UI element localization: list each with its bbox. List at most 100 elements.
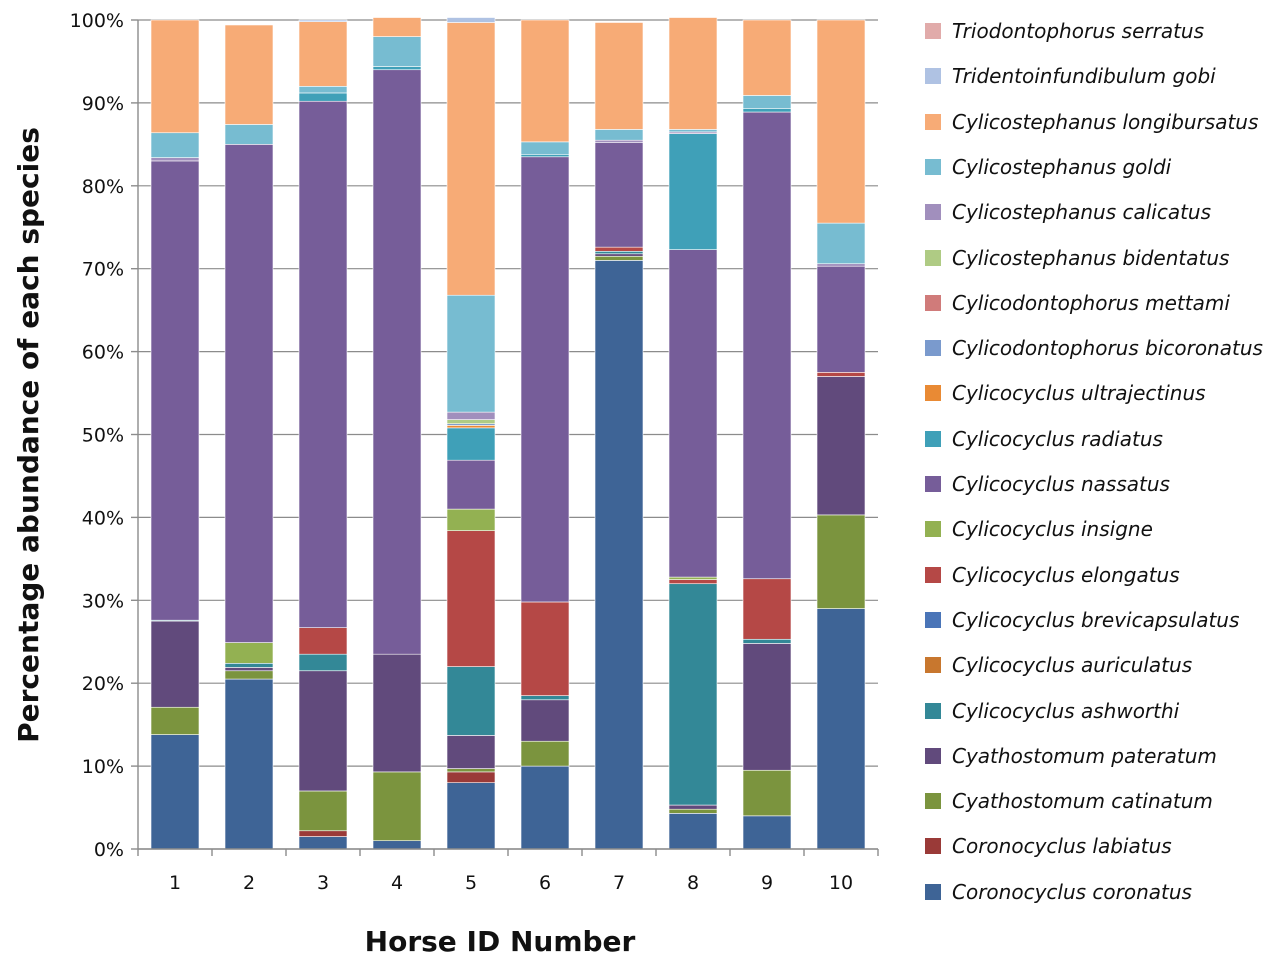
bar-segment <box>298 19 348 22</box>
bar-segment <box>372 36 422 67</box>
bar-segment <box>298 627 348 655</box>
bar-segment <box>372 840 422 850</box>
x-tick-label: 1 <box>169 872 181 894</box>
legend-label: Cylicostephanus longibursatus <box>952 109 1259 134</box>
bar-segment <box>520 740 570 767</box>
bar-segment <box>372 66 422 71</box>
y-tick-label: 90% <box>82 93 124 115</box>
bar-segment <box>372 17 422 37</box>
legend-swatch <box>925 23 941 39</box>
bar-segment <box>224 24 274 125</box>
bar-segment <box>594 139 644 143</box>
bar-segment <box>446 666 496 736</box>
legend-label: Cylicocyclus ultrajectinus <box>952 381 1206 406</box>
legend-label: Cylicocyclus brevicapsulatus <box>952 607 1240 632</box>
bar-segment <box>446 771 496 783</box>
bar-segment <box>298 670 348 792</box>
bar-segment <box>224 144 274 643</box>
legend-item: Cyathostomum catinatum <box>925 786 1213 816</box>
x-tick-label: 3 <box>317 872 329 894</box>
legend-item: Cylicocyclus ashworthi <box>925 696 1179 726</box>
y-tick-labels: 0% 10% 20% 30% 40% 50% 60% 70% 80% 90% 100% <box>70 10 124 861</box>
legend-swatch <box>925 385 941 402</box>
bar-segment <box>446 17 496 23</box>
legend-label: Cylicodontophorus bicoronatus <box>952 336 1263 361</box>
bar-segment <box>594 129 644 141</box>
bar-segment <box>298 21 348 87</box>
legend-item: Cylicocyclus nassatus <box>925 469 1170 499</box>
legend-swatch <box>925 702 941 719</box>
bar-segment <box>150 160 200 621</box>
legend-label: Cylicocyclus nassatus <box>952 472 1170 496</box>
bar-segment <box>668 129 718 133</box>
bar-segment <box>668 576 718 580</box>
bar-segment <box>298 86 348 94</box>
bar-segment <box>298 836 348 850</box>
axes <box>131 19 879 856</box>
legend-item: Cylicocyclus brevicapsulatus <box>925 605 1239 635</box>
bar-segment <box>224 670 274 680</box>
bar-segment <box>224 667 274 672</box>
legend-label: Cylicodontophorus mettami <box>952 290 1230 315</box>
y-tick-label: 50% <box>82 425 124 447</box>
legend-label: Cyathostomum pateratum <box>952 743 1217 768</box>
y-tick-label: 60% <box>82 342 124 364</box>
legend-item: Cyathostomum pateratum <box>925 741 1217 771</box>
legend-label: Coronocyclus labiatus <box>952 834 1172 859</box>
y-axis-title: Percentage abundance of each species <box>12 127 45 743</box>
bar-segment <box>446 427 496 461</box>
x-tick-labels: 1 2 3 4 5 6 7 8 9 10 <box>169 872 853 894</box>
bar-segment <box>816 608 866 850</box>
bar-segment <box>150 157 200 162</box>
legend-swatch <box>925 68 941 85</box>
bar-segment <box>520 699 570 742</box>
bar-segment <box>816 514 866 609</box>
bars <box>150 17 866 850</box>
legend-swatch <box>925 430 941 447</box>
y-tick-label: 0% <box>94 839 124 861</box>
legend-swatch <box>925 204 941 221</box>
y-tick-label: 100% <box>70 10 124 32</box>
bar-segment <box>446 419 496 425</box>
legend-item: Cylicostephanus calicatus <box>925 197 1211 227</box>
bar-segment <box>446 411 496 420</box>
x-tick-label: 9 <box>761 872 773 894</box>
bar-segment <box>150 734 200 850</box>
y-tick-label: 10% <box>82 756 124 778</box>
bar-segment <box>298 653 348 672</box>
bar-segment <box>668 804 718 810</box>
legend-item: Coronocyclus labiatus <box>925 831 1172 861</box>
bar-segment <box>372 69 422 655</box>
bar-segment <box>816 19 866 224</box>
legend-label: Cylicocyclus elongatus <box>952 562 1180 587</box>
bar-segment <box>668 583 718 806</box>
bar-segment <box>372 653 422 773</box>
legend-label: Cylicostephanus calicatus <box>952 200 1212 225</box>
legend-item: Cylicodontophorus bicoronatus <box>925 333 1263 363</box>
x-axis-title: Horse ID Number <box>365 925 636 956</box>
bar-segment <box>446 768 496 773</box>
bar-segment <box>520 153 570 158</box>
legend-swatch <box>925 113 941 130</box>
bar-segment <box>298 100 348 628</box>
bar-segment <box>150 19 200 134</box>
legend-item: Cylicostephanus bidentatus <box>925 243 1229 273</box>
legend-label: Coronocyclus coronatus <box>952 879 1192 904</box>
bar-segment <box>594 253 644 257</box>
legend-item: Triodontophorus serratus <box>925 16 1204 46</box>
x-tick-label: 6 <box>539 872 551 894</box>
bar-segment <box>668 249 718 578</box>
bar-segment <box>224 124 274 145</box>
bar-segment <box>150 620 200 708</box>
bar-segment <box>594 260 644 850</box>
bar-segment <box>446 425 496 429</box>
legend-label: Cyathostomum catinatum <box>952 789 1213 814</box>
bar-segment <box>594 250 644 255</box>
legend-item: Tridentoinfundibulum gobi <box>925 61 1216 91</box>
bar-segment <box>668 808 718 814</box>
legend-swatch <box>925 294 941 311</box>
x-tick-label: 8 <box>687 872 699 894</box>
bar-segment <box>816 265 866 373</box>
legend-label: Cylicocyclus radiatus <box>952 426 1163 451</box>
